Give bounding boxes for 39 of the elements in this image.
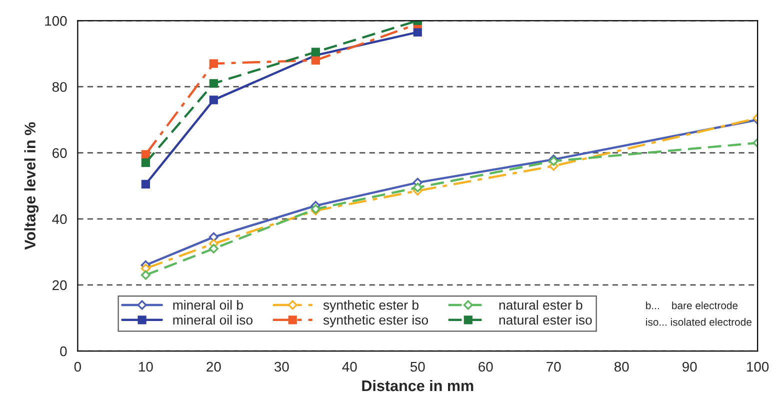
point xyxy=(140,270,150,280)
x-tick-label: 10 xyxy=(139,362,153,372)
point xyxy=(311,56,320,65)
legend-label: natural ester iso xyxy=(499,314,592,325)
x-tick-label: 20 xyxy=(206,362,221,372)
annotation: b... bare electrode xyxy=(646,302,738,310)
x-tick-label: 60 xyxy=(478,362,493,372)
legend-label: synthetic ester iso xyxy=(323,314,428,328)
legend-label: natural ester b xyxy=(499,300,582,310)
x-tick-label: 40 xyxy=(342,362,357,372)
x-tick-label: 0 xyxy=(74,362,82,372)
y-tick-label: 80 xyxy=(52,82,67,92)
y-tick-label: 60 xyxy=(52,148,67,158)
y-tick-label: 40 xyxy=(52,214,67,224)
y-tick-label: 100 xyxy=(45,16,67,26)
y-tick-label: 0 xyxy=(60,346,67,356)
point xyxy=(141,150,150,159)
x-tick-label: 50 xyxy=(410,362,425,372)
x-tick-label: 70 xyxy=(546,362,561,372)
point xyxy=(208,244,218,254)
legend-label: mineral oil iso xyxy=(173,314,252,325)
x-tick-label: 30 xyxy=(274,362,289,372)
point xyxy=(141,180,150,189)
x-axis-title: Distance in mm xyxy=(362,380,474,392)
x-tick-label: 80 xyxy=(614,362,629,372)
y-axis-title: Voltage level in % xyxy=(24,122,39,250)
legend-label: synthetic ester b xyxy=(323,300,418,312)
point xyxy=(412,182,422,192)
point xyxy=(209,59,218,68)
point xyxy=(209,79,218,88)
annotation: iso... isolated electrode xyxy=(646,318,752,326)
x-tick-label: 100 xyxy=(747,362,769,372)
x-tick-label: 90 xyxy=(682,362,697,372)
legend-label: mineral oil b xyxy=(173,300,243,310)
point xyxy=(311,48,320,56)
point xyxy=(209,96,218,104)
point xyxy=(413,28,422,37)
y-tick-label: 20 xyxy=(52,280,67,290)
point xyxy=(141,158,150,168)
